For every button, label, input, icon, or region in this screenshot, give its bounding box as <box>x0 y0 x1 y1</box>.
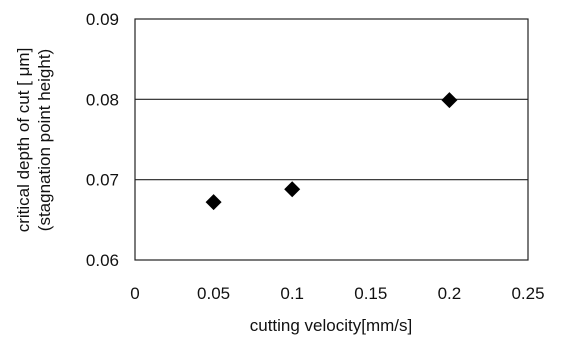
x-tick-label: 0.1 <box>280 284 304 303</box>
data-point <box>205 194 222 211</box>
y-axis-title-line2: (stagnation point height) <box>35 49 54 231</box>
data-point <box>284 181 301 198</box>
data-points <box>205 92 458 211</box>
y-tick-label: 0.07 <box>86 171 119 190</box>
x-tick-label: 0.2 <box>438 284 462 303</box>
x-tick-label: 0.05 <box>197 284 230 303</box>
x-tick-label: 0.25 <box>511 284 544 303</box>
y-tick-label: 0.08 <box>86 90 119 109</box>
y-axis-title-line1: critical depth of cut [ μm] <box>14 48 33 233</box>
y-tick-label: 0.09 <box>86 10 119 29</box>
x-axis-title: cutting velocity[mm/s] <box>250 316 413 335</box>
x-tick-labels: 0 0.05 0.1 0.15 0.2 0.25 <box>130 284 544 303</box>
y-tick-labels: 0.06 0.07 0.08 0.09 <box>86 10 119 270</box>
x-tick-label: 0 <box>130 284 139 303</box>
y-tick-label: 0.06 <box>86 251 119 270</box>
plot-area <box>134 18 529 261</box>
gridlines <box>135 98 528 181</box>
data-point <box>441 92 458 109</box>
x-tick-label: 0.15 <box>354 284 387 303</box>
